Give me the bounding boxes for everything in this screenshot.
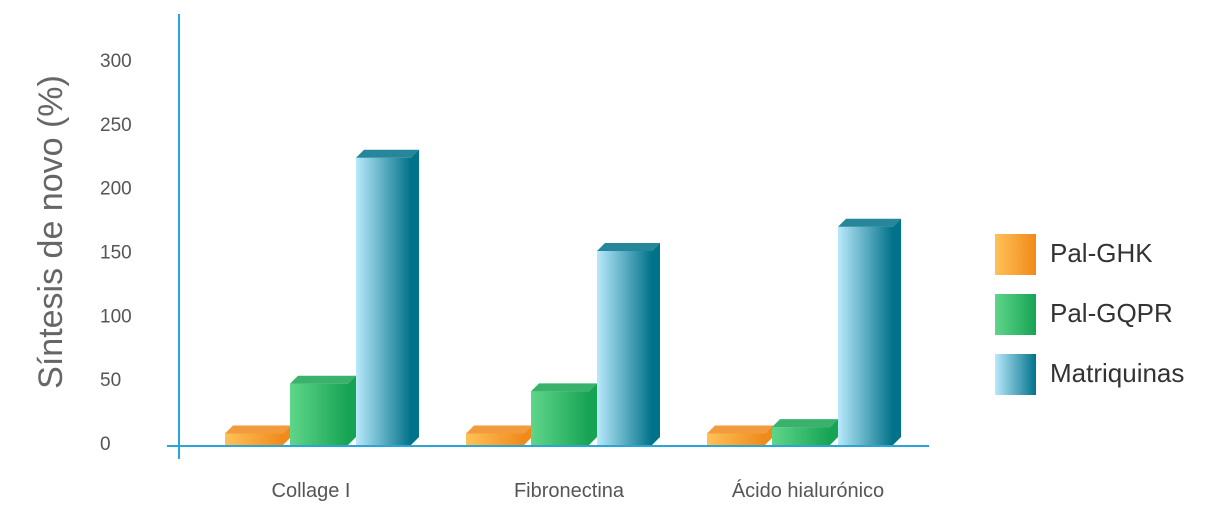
bar [290,375,356,445]
bar [838,218,901,445]
y-tick-label: 0 [100,434,111,455]
legend-swatch [995,294,1036,335]
legend-swatch [995,234,1036,275]
y-tick-label: 150 [100,243,132,264]
bar [531,383,597,445]
bar [707,425,773,445]
x-tick-label: Collage I [272,480,351,502]
x-tick-label: Fibronectina [514,480,625,502]
bar [772,419,838,445]
bar [225,425,291,445]
y-tick-label: 300 [100,51,132,72]
bar [466,425,532,445]
legend-item: Pal-GHK [995,234,1153,275]
legend: Pal-GHK Pal-GQPR Matriquinas [995,234,1184,395]
bar [356,149,419,445]
y-tick-label: 100 [100,306,132,327]
legend-label: Pal-GHK [1050,238,1153,268]
y-axis-label: Síntesis de novo (%) [32,75,70,389]
x-tick-label: Ácido hialurónico [732,479,884,502]
legend-label: Pal-GQPR [1050,298,1173,328]
bar [597,242,660,445]
y-axis-ticks: 0 50 100 150 200 250 300 [100,51,132,455]
legend-label: Matriquinas [1050,358,1184,388]
y-tick-label: 250 [100,115,132,136]
legend-item: Matriquinas [995,354,1184,395]
bars [225,149,901,445]
x-axis-labels: Collage I Fibronectina Ácido hialurónico [272,479,885,502]
legend-swatch [995,354,1036,395]
y-tick-label: 200 [100,179,132,200]
legend-item: Pal-GQPR [995,294,1173,335]
y-tick-label: 50 [100,370,121,391]
